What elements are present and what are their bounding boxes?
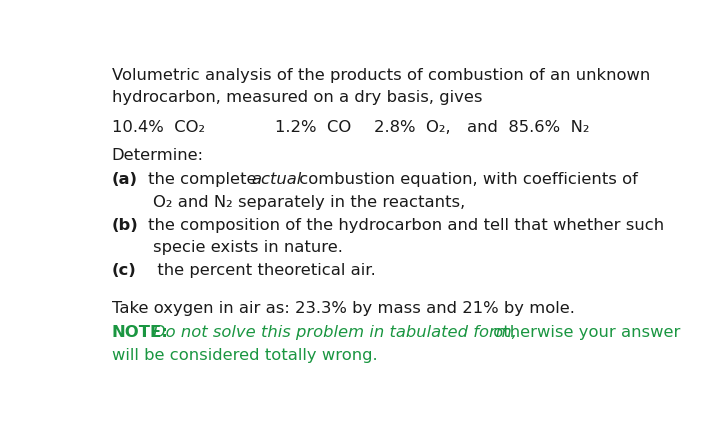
Text: will be considered totally wrong.: will be considered totally wrong. — [112, 348, 377, 363]
Text: (c): (c) — [112, 263, 137, 278]
Text: O₂ and N₂ separately in the reactants,: O₂ and N₂ separately in the reactants, — [153, 195, 465, 210]
Text: Volumetric analysis of the products of combustion of an unknown: Volumetric analysis of the products of c… — [112, 68, 650, 83]
Text: specie exists in nature.: specie exists in nature. — [153, 240, 343, 255]
Text: the composition of the hydrocarbon and tell that whether such: the composition of the hydrocarbon and t… — [148, 218, 664, 233]
Text: Determine:: Determine: — [112, 148, 203, 162]
Text: NOTE:: NOTE: — [112, 325, 169, 340]
Text: the complete: the complete — [148, 172, 261, 187]
Text: hydrocarbon, measured on a dry basis, gives: hydrocarbon, measured on a dry basis, gi… — [112, 90, 482, 105]
Text: combustion equation, with coefficients of: combustion equation, with coefficients o… — [295, 172, 638, 187]
Text: otherwise your answer: otherwise your answer — [488, 325, 680, 340]
Text: 2.8%  O₂,: 2.8% O₂, — [374, 120, 450, 135]
Text: actual: actual — [251, 172, 301, 187]
Text: and  85.6%  N₂: and 85.6% N₂ — [467, 120, 590, 135]
Text: (a): (a) — [112, 172, 137, 187]
Text: (b): (b) — [112, 218, 138, 233]
Text: ​Do not solve this problem in tabulated form,: ​Do not solve this problem in tabulated … — [153, 325, 518, 340]
Text: 10.4%  CO₂: 10.4% CO₂ — [112, 120, 205, 135]
Text: 1.2%  CO: 1.2% CO — [275, 120, 351, 135]
Text: the percent theoretical air.: the percent theoretical air. — [152, 263, 375, 278]
Text: Take oxygen in air as: 23.3% by mass and 21% by mole.: Take oxygen in air as: 23.3% by mass and… — [112, 301, 574, 317]
